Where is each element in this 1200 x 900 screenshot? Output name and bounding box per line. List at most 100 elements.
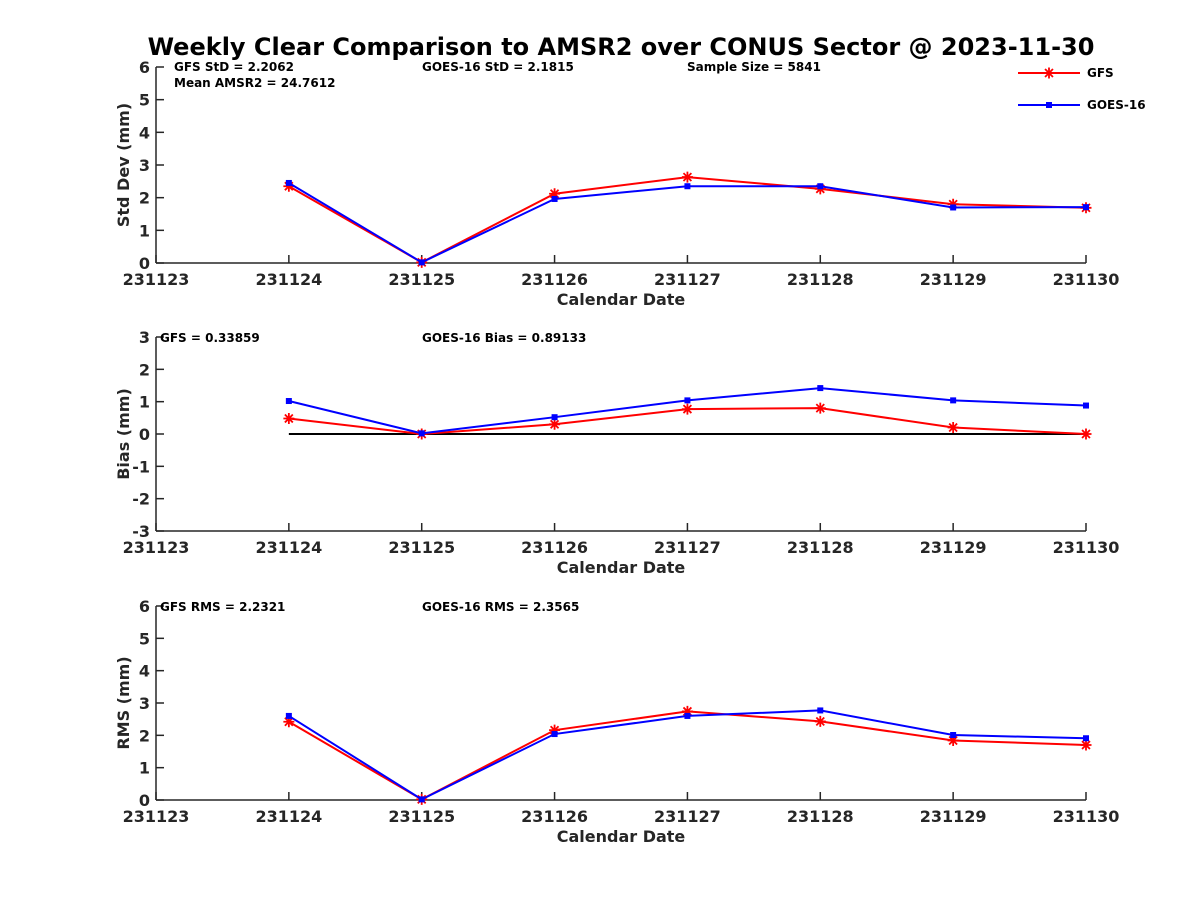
x-tick-label: 231126 (521, 807, 588, 826)
x-tick-label: 231123 (123, 807, 190, 826)
data-point-gfs (1080, 428, 1092, 440)
data-point-goes-16 (684, 183, 691, 190)
annotation-text: GOES-16 RMS = 2.3565 (422, 600, 579, 614)
annotation-text: Sample Size = 5841 (687, 60, 821, 74)
data-point-goes-16 (1083, 402, 1089, 409)
data-point-goes-16 (684, 397, 691, 404)
y-tick-label: 5 (139, 629, 150, 648)
y-tick-label: 0 (139, 791, 150, 810)
y-tick-label: 3 (139, 694, 150, 713)
data-point-gfs (283, 180, 295, 192)
data-point-goes-16 (285, 398, 292, 405)
x-tick-label: 231123 (123, 270, 190, 289)
x-tick-label: 231123 (123, 538, 190, 557)
x-tick-label: 231127 (654, 807, 721, 826)
data-point-gfs (549, 418, 561, 430)
chart-panel-2: -3 -2 -1 0 1 2 3 231123 231124 231125 231126 231127… (114, 328, 1119, 577)
x-tick-label: 231128 (787, 538, 854, 557)
y-tick-label: 1 (139, 393, 150, 412)
data-point-gfs (1080, 739, 1092, 751)
annotation-text: GOES-16 Bias = 0.89133 (422, 331, 586, 345)
y-tick-label: 3 (139, 328, 150, 347)
y-tick-label: 3 (139, 156, 150, 175)
annotation-text: GOES-16 StD = 2.1815 (422, 60, 574, 74)
y-axis-label: Std Dev (mm) (114, 103, 133, 227)
legend-marker (1043, 67, 1055, 79)
data-point-goes-16 (1083, 735, 1089, 742)
data-point-gfs (681, 171, 693, 183)
data-point-goes-16 (817, 385, 824, 392)
data-point-gfs (947, 198, 959, 210)
data-point-gfs (549, 188, 561, 200)
data-point-goes-16 (418, 259, 425, 266)
chart-panel-3: 0 1 2 3 4 5 6 231123 231124 231125 231126 231127 231… (114, 597, 1119, 846)
data-point-gfs (283, 412, 295, 424)
annotation-text: GFS StD = 2.2062 (174, 60, 294, 74)
chart-panel-1: 0 1 2 3 4 5 6 231123 231124 231125 231126 231127 231… (114, 58, 1119, 309)
data-point-goes-16 (817, 707, 824, 714)
data-point-goes-16 (817, 183, 824, 190)
x-axis-label: Calendar Date (557, 290, 686, 309)
data-point-goes-16 (950, 732, 957, 739)
x-tick-label: 231124 (255, 538, 322, 557)
y-tick-label: 2 (139, 189, 150, 208)
data-point-goes-16 (418, 430, 425, 437)
legend-label: GFS (1087, 66, 1114, 80)
data-point-goes-16 (551, 731, 558, 738)
y-tick-label: 2 (139, 360, 150, 379)
data-point-goes-16 (684, 712, 691, 719)
annotation-text: GFS = 0.33859 (160, 331, 260, 345)
data-point-gfs (283, 716, 295, 728)
y-tick-label: 4 (139, 662, 150, 681)
series-line-gfs (288, 176, 1087, 264)
y-axis-label: Bias (mm) (114, 388, 133, 480)
y-tick-label: 6 (139, 597, 150, 616)
y-tick-label: 6 (139, 58, 150, 77)
data-point-goes-16 (285, 712, 292, 719)
y-tick-label: 0 (139, 254, 150, 273)
annotation-text: GFS RMS = 2.2321 (160, 600, 285, 614)
x-tick-label: 231130 (1053, 538, 1120, 557)
data-point-gfs (947, 422, 959, 434)
x-axis-label: Calendar Date (557, 827, 686, 846)
data-point-goes-16 (551, 195, 558, 202)
x-tick-label: 231125 (388, 807, 455, 826)
y-tick-label: 1 (139, 759, 150, 778)
x-tick-label: 231130 (1053, 270, 1120, 289)
data-point-gfs (814, 402, 826, 414)
x-tick-label: 231126 (521, 538, 588, 557)
x-tick-label: 231129 (920, 538, 987, 557)
x-tick-label: 231125 (388, 270, 455, 289)
data-point-goes-16 (285, 179, 292, 186)
x-tick-label: 231127 (654, 538, 721, 557)
data-point-goes-16 (418, 796, 425, 803)
data-point-gfs (549, 724, 561, 736)
y-axis-label: RMS (mm) (114, 656, 133, 749)
data-point-gfs (681, 705, 693, 717)
data-point-goes-16 (950, 204, 957, 211)
data-point-goes-16 (551, 414, 558, 421)
y-tick-label: -3 (132, 522, 150, 541)
data-point-goes-16 (950, 397, 957, 404)
x-tick-label: 231124 (255, 270, 322, 289)
x-tick-label: 231124 (255, 807, 322, 826)
series-line-gfs (288, 710, 1087, 801)
x-axis-label: Calendar Date (557, 558, 686, 577)
x-tick-label: 231127 (654, 270, 721, 289)
annotation-text: Mean AMSR2 = 24.7612 (174, 76, 335, 90)
x-tick-label: 231128 (787, 270, 854, 289)
data-point-gfs (947, 735, 959, 747)
legend-marker (1046, 102, 1052, 108)
y-tick-label: 5 (139, 91, 150, 110)
x-tick-label: 231125 (388, 538, 455, 557)
x-tick-label: 231126 (521, 270, 588, 289)
y-tick-label: 2 (139, 726, 150, 745)
data-point-gfs (814, 715, 826, 727)
x-tick-label: 231129 (920, 270, 987, 289)
x-tick-label: 231128 (787, 807, 854, 826)
y-tick-label: 1 (139, 221, 150, 240)
y-tick-label: -2 (132, 490, 150, 509)
legend-entry-goes-16: GOES-16 (1018, 98, 1146, 112)
data-point-goes-16 (1083, 204, 1089, 211)
